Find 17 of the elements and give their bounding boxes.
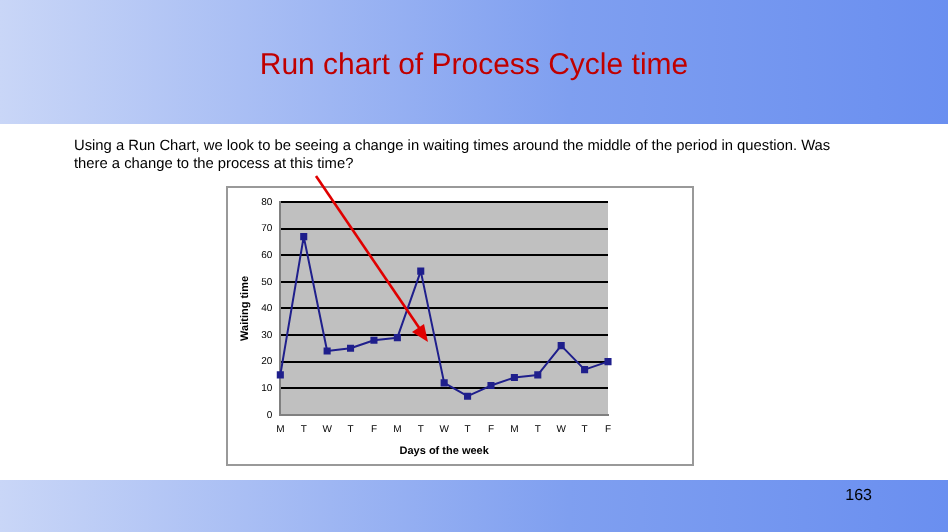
point — [276, 371, 284, 379]
point — [300, 233, 308, 241]
point — [370, 336, 378, 344]
point — [346, 344, 355, 352]
point — [557, 342, 565, 350]
point — [510, 374, 518, 382]
point — [393, 334, 401, 342]
point — [464, 392, 472, 400]
point — [487, 381, 495, 390]
point — [440, 379, 448, 387]
chart-title: Run chart of Process Cycle time — [257, 48, 691, 82]
point — [581, 366, 589, 374]
point — [604, 358, 612, 366]
text: 163 — [845, 486, 872, 504]
point — [323, 347, 331, 355]
point — [417, 267, 425, 275]
point — [534, 371, 542, 379]
